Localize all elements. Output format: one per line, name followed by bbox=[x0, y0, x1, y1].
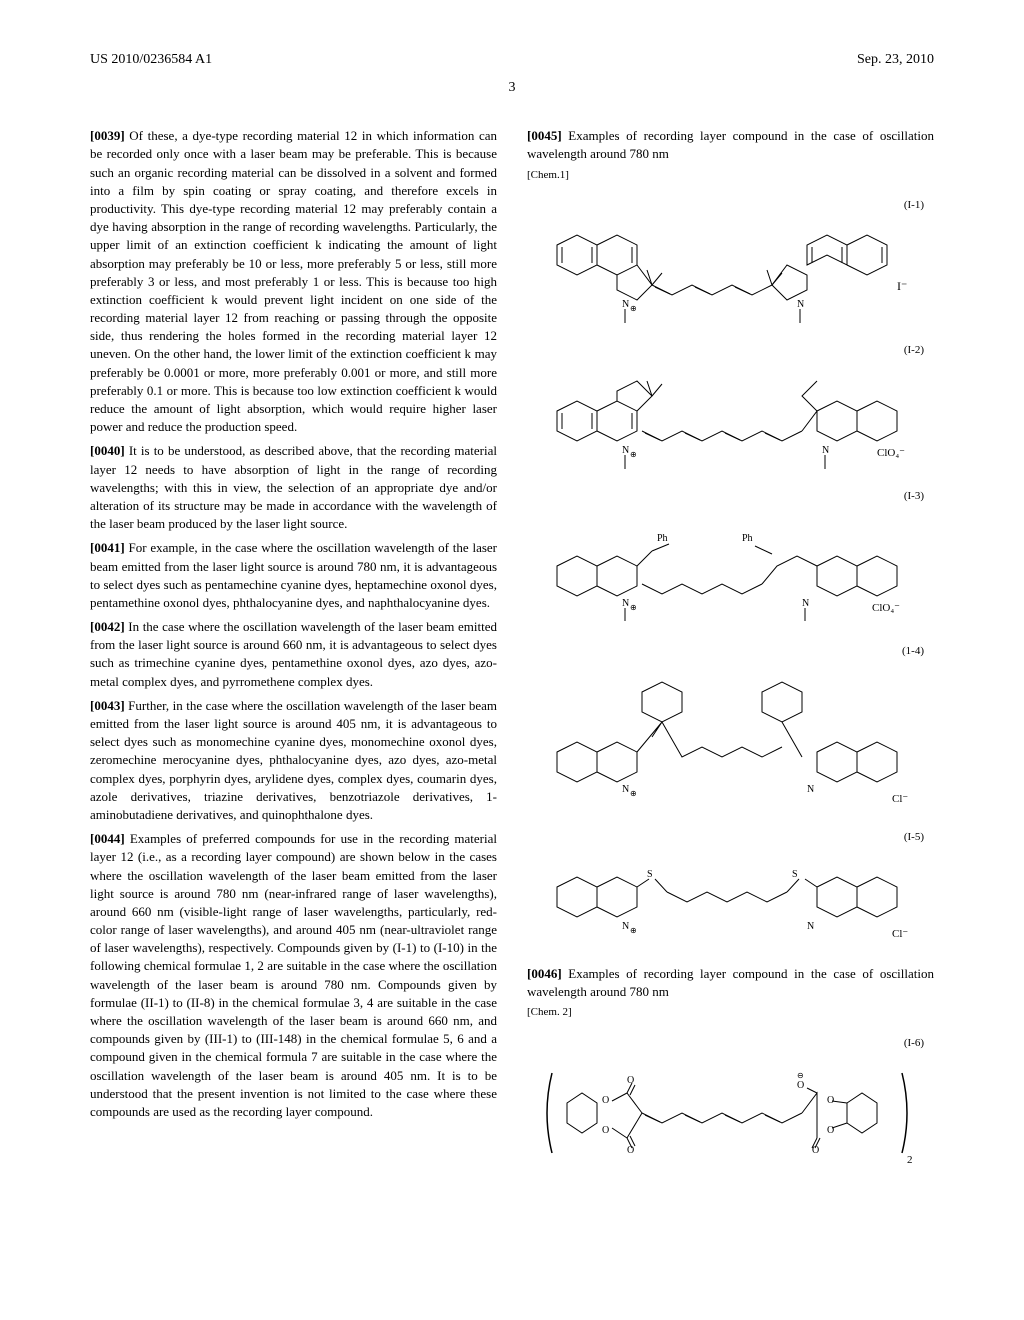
svg-text:⊕: ⊕ bbox=[630, 304, 637, 313]
svg-text:ClO₄⁻: ClO₄⁻ bbox=[872, 602, 900, 614]
svg-text:S: S bbox=[647, 869, 653, 880]
svg-text:O: O bbox=[627, 1075, 634, 1086]
svg-text:O: O bbox=[602, 1125, 609, 1136]
svg-text:N: N bbox=[797, 299, 804, 310]
molecule-svg: N ⊕ N I⁻ bbox=[527, 215, 927, 325]
para-num: [0044] bbox=[90, 831, 125, 846]
svg-text:Ph: Ph bbox=[657, 533, 668, 544]
svg-text:O: O bbox=[827, 1095, 834, 1106]
paragraph-0039: [0039] Of these, a dye-type recording ma… bbox=[90, 127, 497, 436]
paragraph-0043: [0043] Further, in the case where the os… bbox=[90, 697, 497, 824]
para-num: [0046] bbox=[527, 966, 562, 981]
svg-text:N: N bbox=[807, 921, 814, 932]
svg-text:N: N bbox=[802, 598, 809, 609]
svg-text:⊕: ⊕ bbox=[630, 450, 637, 459]
chemical-structure-i2: (I-2) N ⊕ N bbox=[527, 343, 934, 470]
para-text: Examples of recording layer compound in … bbox=[527, 966, 934, 999]
svg-text:O: O bbox=[602, 1095, 609, 1106]
publication-number: US 2010/0236584 A1 bbox=[90, 50, 212, 70]
chemical-structure-i3: (I-3) Ph N ⊕ Ph N bbox=[527, 489, 934, 626]
left-column: [0039] Of these, a dye-type recording ma… bbox=[90, 127, 497, 1191]
two-column-layout: [0039] Of these, a dye-type recording ma… bbox=[90, 127, 934, 1191]
page-number: 3 bbox=[90, 78, 934, 98]
svg-text:ClO₄⁻: ClO₄⁻ bbox=[877, 447, 905, 459]
structure-label: (I-6) bbox=[527, 1036, 934, 1051]
para-num: [0041] bbox=[90, 540, 125, 555]
svg-text:O: O bbox=[627, 1145, 634, 1156]
chemical-structure-i1: (I-1) N ⊕ bbox=[527, 198, 934, 325]
svg-text:Cl⁻: Cl⁻ bbox=[892, 928, 908, 940]
molecule-svg: S N ⊕ S N Cl⁻ bbox=[527, 847, 927, 947]
structure-label: (I-2) bbox=[527, 343, 934, 358]
para-text: Of these, a dye-type recording material … bbox=[90, 128, 497, 434]
paragraph-0046: [0046] Examples of recording layer compo… bbox=[527, 965, 934, 1001]
svg-text:N: N bbox=[822, 445, 829, 456]
svg-text:I⁻: I⁻ bbox=[897, 279, 907, 293]
structure-label: (I-1) bbox=[527, 198, 934, 213]
svg-text:N: N bbox=[807, 784, 814, 795]
svg-text:N: N bbox=[622, 921, 629, 932]
svg-text:⊕: ⊕ bbox=[630, 789, 637, 798]
molecule-svg: 2 O O O O ⊖ O bbox=[527, 1053, 927, 1173]
para-text: For example, in the case where the oscil… bbox=[90, 540, 497, 610]
molecule-svg: N ⊕ N ClO₄⁻ bbox=[527, 361, 927, 471]
svg-text:N: N bbox=[622, 299, 629, 310]
para-text: Further, in the case where the oscillati… bbox=[90, 698, 497, 822]
para-text: Examples of preferred compounds for use … bbox=[90, 831, 497, 1119]
svg-text:Cl⁻: Cl⁻ bbox=[892, 793, 908, 805]
para-num: [0042] bbox=[90, 619, 125, 634]
publication-date: Sep. 23, 2010 bbox=[857, 50, 934, 70]
paragraph-0041: [0041] For example, in the case where th… bbox=[90, 539, 497, 612]
structure-label: (I-3) bbox=[527, 489, 934, 504]
svg-text:⊕: ⊕ bbox=[630, 603, 637, 612]
svg-text:Ph: Ph bbox=[742, 533, 753, 544]
svg-text:O: O bbox=[797, 1080, 804, 1091]
chem-1-label: [Chem.1] bbox=[527, 168, 934, 183]
svg-text:2: 2 bbox=[907, 1154, 913, 1166]
para-num: [0039] bbox=[90, 128, 125, 143]
chemical-structure-i5: (I-5) S N ⊕ S N Cl⁻ bbox=[527, 830, 934, 947]
right-column: [0045] Examples of recording layer compo… bbox=[527, 127, 934, 1191]
para-text: Examples of recording layer compound in … bbox=[527, 128, 934, 161]
para-text: It is to be understood, as described abo… bbox=[90, 443, 497, 531]
paragraph-0040: [0040] It is to be understood, as descri… bbox=[90, 442, 497, 533]
svg-text:N: N bbox=[622, 445, 629, 456]
svg-text:⊕: ⊕ bbox=[630, 926, 637, 935]
paragraph-0042: [0042] In the case where the oscillation… bbox=[90, 618, 497, 691]
molecule-svg: Ph N ⊕ Ph N ClO₄⁻ bbox=[527, 506, 927, 626]
chem-2-label: [Chem. 2] bbox=[527, 1005, 934, 1020]
molecule-svg: N ⊕ N Cl⁻ bbox=[527, 662, 927, 812]
para-num: [0045] bbox=[527, 128, 562, 143]
para-num: [0043] bbox=[90, 698, 125, 713]
chemical-structure-i4: (1-4) N ⊕ N Cl⁻ bbox=[527, 644, 934, 811]
para-text: In the case where the oscillation wavele… bbox=[90, 619, 497, 689]
svg-text:N: N bbox=[622, 598, 629, 609]
paragraph-0045: [0045] Examples of recording layer compo… bbox=[527, 127, 934, 163]
svg-text:N: N bbox=[622, 784, 629, 795]
structure-label: (1-4) bbox=[527, 644, 934, 659]
svg-text:O: O bbox=[827, 1125, 834, 1136]
structure-label: (I-5) bbox=[527, 830, 934, 845]
para-num: [0040] bbox=[90, 443, 125, 458]
paragraph-0044: [0044] Examples of preferred compounds f… bbox=[90, 830, 497, 1121]
page-header: US 2010/0236584 A1 Sep. 23, 2010 bbox=[90, 50, 934, 70]
svg-text:⊖: ⊖ bbox=[797, 1071, 804, 1080]
svg-text:S: S bbox=[792, 869, 798, 880]
chemical-structure-i6: (I-6) 2 O O O O bbox=[527, 1036, 934, 1173]
